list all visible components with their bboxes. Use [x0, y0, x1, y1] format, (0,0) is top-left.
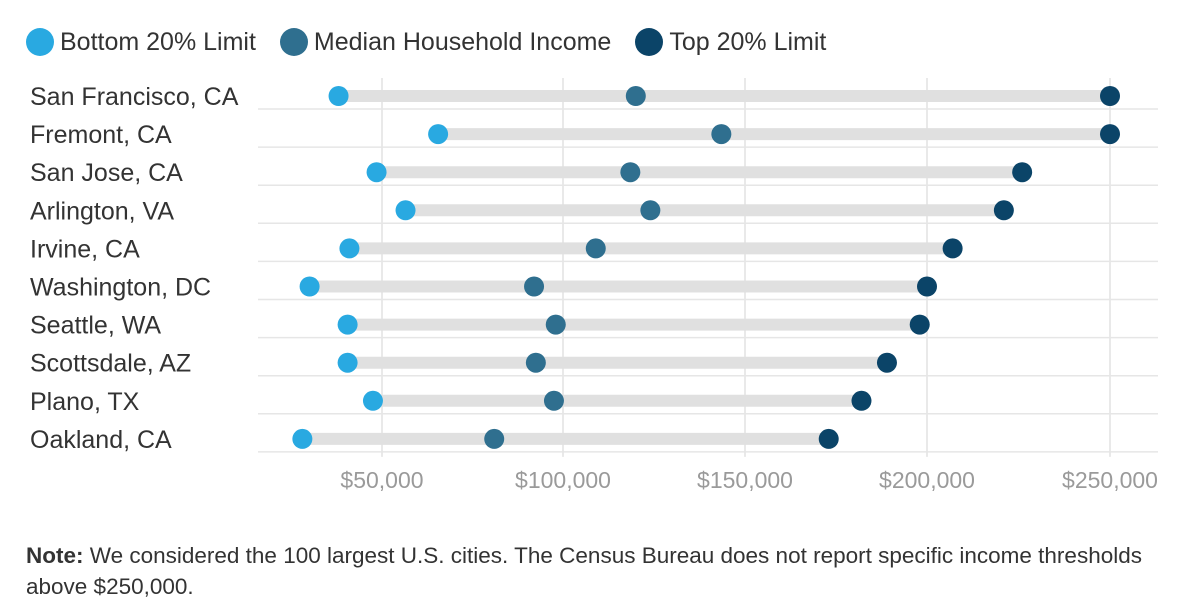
legend-swatch	[635, 28, 664, 56]
x-tick-label: $150,000	[697, 467, 793, 493]
data-point	[366, 162, 387, 183]
data-point	[337, 352, 358, 373]
data-point	[851, 390, 872, 411]
data-point	[339, 238, 360, 259]
data-point	[525, 352, 546, 373]
data-point	[640, 200, 661, 221]
data-point	[818, 428, 839, 449]
data-point	[524, 276, 545, 297]
data-point	[484, 428, 505, 449]
category-label: San Jose, CA	[30, 159, 183, 187]
data-point	[917, 276, 937, 297]
data-point	[299, 276, 320, 297]
note-text: We considered the 100 largest U.S. citie…	[26, 543, 1142, 599]
legend-swatch	[279, 28, 308, 56]
legend-label: Median Household Income	[313, 27, 612, 56]
category-label: San Francisco, CA	[30, 83, 239, 111]
category-label: Plano, TX	[30, 388, 140, 416]
category-label: Oakland, CA	[30, 426, 172, 454]
data-point	[292, 428, 313, 449]
data-point	[625, 86, 646, 106]
legend-label: Top 20% Limit	[669, 27, 827, 56]
category-label: Seattle, WA	[30, 312, 161, 340]
legend-item: Top 20% Limit	[635, 28, 826, 57]
note-label: Note:	[26, 543, 84, 568]
data-point	[362, 390, 383, 411]
legend-label: Bottom 20% Limit	[60, 27, 256, 56]
chart-note: Note: We considered the 100 largest U.S.…	[26, 540, 1166, 602]
data-point	[711, 124, 732, 145]
category-label: Washington, DC	[30, 274, 211, 302]
data-point	[942, 238, 963, 259]
legend-swatch	[26, 28, 54, 56]
category-label: Scottsdale, AZ	[30, 350, 191, 378]
dumbbell-chart: San Francisco, CA Fremont, CA San Jose, CA…	[30, 78, 1158, 493]
data-point	[620, 162, 641, 183]
category-label: Fremont, CA	[30, 121, 172, 149]
x-tick-label: $200,000	[879, 467, 975, 493]
data-point	[1100, 124, 1120, 145]
data-point	[1012, 162, 1033, 183]
data-point	[1100, 86, 1120, 106]
data-point	[545, 314, 566, 335]
x-tick-label: $100,000	[515, 467, 611, 493]
data-point	[428, 124, 449, 145]
legend-item: Bottom 20% Limit	[26, 28, 256, 57]
data-point	[328, 86, 349, 106]
category-label: Arlington, VA	[30, 197, 174, 225]
legend-item: Median Household Income	[279, 27, 612, 57]
data-point	[585, 238, 606, 259]
x-tick-label: $250,000	[1062, 467, 1158, 493]
data-point	[395, 200, 416, 221]
x-tick-label: $50,000	[340, 467, 423, 493]
data-point	[337, 314, 358, 335]
data-point	[543, 390, 564, 411]
chart-legend: Bottom 20% Limit Median Household Income T…	[26, 24, 850, 60]
category-label: Irvine, CA	[30, 235, 140, 263]
data-point	[876, 352, 897, 373]
data-point	[909, 314, 930, 335]
data-point	[993, 200, 1014, 221]
